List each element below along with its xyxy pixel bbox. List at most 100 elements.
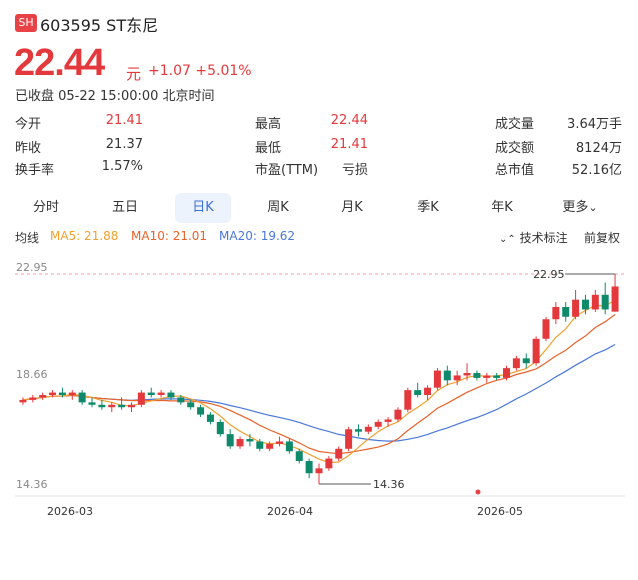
candle-body [542, 319, 550, 339]
ma-label: 均线 [15, 231, 40, 245]
tech-annotation-button[interactable]: ⌄⌃ 技术标注 [499, 229, 568, 246]
event-dot[interactable] [475, 489, 481, 495]
tab-7[interactable]: 更多⌄ [552, 193, 608, 223]
candle-body [177, 397, 185, 403]
adjust-button[interactable]: 前复权 [584, 231, 621, 245]
candle-body [108, 404, 116, 408]
candle-body [88, 402, 96, 405]
candle-body [473, 373, 481, 378]
candle-body [285, 441, 293, 452]
candle-body [315, 468, 323, 474]
candle-body [522, 358, 530, 364]
high-annotation-label: 22.95 [533, 268, 565, 281]
candle-body [364, 426, 372, 432]
tab-1[interactable]: 五日 [97, 193, 153, 223]
tab-label: 年K [491, 200, 513, 215]
candle-body [581, 299, 589, 310]
stat-value: 亏损 [341, 163, 368, 178]
stat-label: 今开 [15, 117, 42, 132]
stat-label: 换手率 [15, 163, 55, 178]
price-unit: 元 [126, 65, 142, 83]
stat-label: 最低 [255, 141, 282, 156]
ma5-value: MA5: 21.88 [50, 229, 119, 243]
stat-label: 成交额 [495, 141, 535, 156]
zigzag-icon: ⌄⌃ [499, 234, 516, 245]
candle-body [98, 404, 106, 408]
tech-annotation-label: 技术标注 [519, 231, 568, 245]
stat-value: 21.41 [105, 113, 143, 128]
stat-label: 市盈(TTM) [255, 163, 319, 178]
candle-body [167, 392, 175, 398]
candle-body [483, 375, 491, 378]
ma10-value: MA10: 21.01 [131, 229, 208, 243]
candle-body [216, 421, 224, 435]
candle-body [78, 392, 86, 403]
current-price: 22.44 [14, 42, 105, 84]
tab-label: 周K [267, 200, 289, 215]
candle-body [266, 443, 274, 449]
candle-body [157, 392, 165, 396]
candle-body [493, 375, 501, 378]
candle-body [453, 375, 461, 381]
low-annotation-label: 14.36 [373, 478, 405, 491]
candle-body [463, 373, 471, 376]
stock-title: 603595 ST东尼 [40, 16, 159, 35]
ma5-line [22, 299, 616, 464]
stat-label: 最高 [255, 117, 282, 132]
candle-body [424, 387, 432, 396]
ma10-line [22, 314, 616, 455]
candle-body [374, 421, 382, 427]
stat-value: 3.64万手 [567, 117, 622, 132]
candle-body [276, 441, 284, 444]
candle-body [611, 286, 619, 312]
x-tick-may: 2026-05 [477, 505, 523, 518]
stat-value: 22.44 [330, 113, 368, 128]
candle-body [394, 409, 402, 420]
stat-label: 总市值 [495, 163, 535, 178]
candle-body [187, 402, 195, 408]
stat-label: 成交量 [495, 117, 535, 132]
candle-body [503, 368, 511, 378]
candle-body [246, 439, 254, 442]
stat-value: 21.37 [105, 137, 143, 152]
tab-2[interactable]: 日K [175, 193, 231, 223]
candle-body [512, 358, 520, 369]
tab-label: 更多 [562, 200, 589, 215]
tab-3[interactable]: 周K [250, 193, 306, 223]
stat-value: 21.41 [330, 137, 368, 152]
tab-0[interactable]: 分时 [18, 193, 74, 223]
chevron-down-icon: ⌄ [588, 201, 598, 214]
candle-body [39, 395, 47, 398]
y-tick-low: 14.36 [16, 478, 48, 491]
candle-body [335, 448, 343, 459]
candle-body [354, 429, 362, 432]
tab-4[interactable]: 月K [324, 193, 380, 223]
candle-body [325, 458, 333, 469]
candle-body [49, 392, 57, 396]
tab-label: 月K [341, 200, 363, 215]
candle-body [256, 441, 264, 449]
tab-5[interactable]: 季K [400, 193, 456, 223]
candle-body [433, 370, 441, 388]
y-tick-mid: 18.66 [16, 368, 48, 381]
candle-body [147, 392, 155, 396]
candle-body [197, 407, 205, 415]
candle-body [68, 392, 76, 396]
price-change: +1.07 +5.01% [148, 63, 252, 79]
candle-body [118, 404, 126, 408]
stat-value: 1.57% [101, 159, 143, 174]
candle-body [384, 419, 392, 422]
tab-6[interactable]: 年K [474, 193, 530, 223]
tab-label: 分时 [32, 200, 59, 215]
market-badge: SH [15, 14, 37, 32]
candle-body [29, 397, 37, 400]
stat-label: 昨收 [15, 141, 42, 156]
x-tick-apr: 2026-04 [267, 505, 313, 518]
candle-body [226, 434, 234, 447]
tab-label: 日K [192, 200, 214, 215]
y-tick-high: 22.95 [16, 261, 48, 274]
tab-label: 季K [417, 200, 439, 215]
candle-body [443, 370, 451, 381]
stat-value: 52.16亿 [571, 163, 622, 178]
